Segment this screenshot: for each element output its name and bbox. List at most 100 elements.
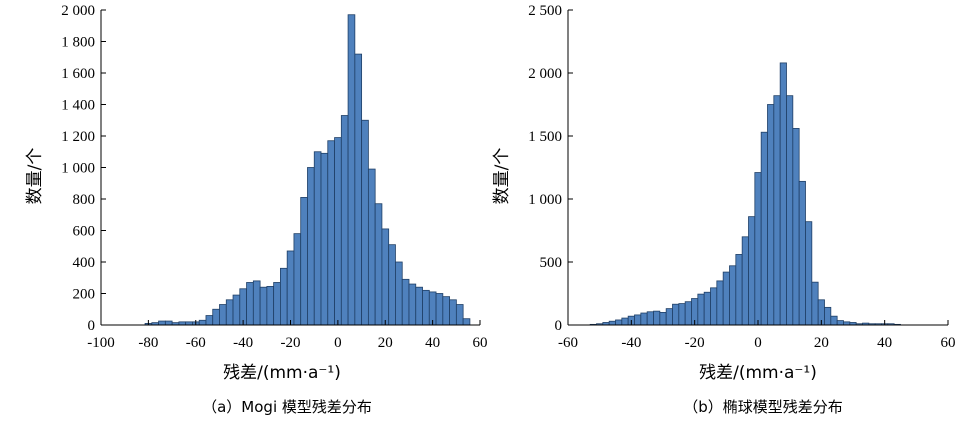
- panel-a-bar: [212, 308, 220, 326]
- panel-b-bar: [798, 180, 806, 326]
- panel-a-bar: [327, 140, 335, 326]
- panel-a-y-tick-label: 1 200: [61, 129, 95, 145]
- panel-b-bar: [608, 320, 616, 326]
- panel-a-y-tick-label: 1 400: [61, 98, 95, 114]
- panel-b-bar: [773, 95, 781, 326]
- panel-b-x-tick-label: 20: [814, 335, 829, 351]
- panel-b-y-ticks: 0 500 1 000 1 500 2 000 2 500: [528, 3, 573, 334]
- panel-b-x-ticks: -60 -40 -20 0 20 40 60: [558, 320, 956, 351]
- panel-a-bar: [225, 299, 234, 326]
- panel-b-bar: [640, 312, 648, 326]
- panel-b-x-tick-label: -20: [685, 335, 705, 351]
- panel-b-y-axis-title: 数量/个: [492, 148, 512, 205]
- panel-b-bar: [767, 104, 775, 326]
- panel-a-histogram: -100 -80 -60 -40 -20 0 20 40 60 0 200 400 600 800 1 0…: [25, 3, 488, 416]
- panel-a-bar: [455, 304, 464, 326]
- panel-b-bar: [653, 310, 661, 326]
- panel-b-bar: [754, 172, 762, 326]
- panel-a-bar: [205, 315, 214, 326]
- panel-a-y-tick-label: 1 000: [61, 161, 95, 177]
- panel-a-x-tick-label: -20: [281, 335, 301, 351]
- panel-a-bar: [158, 320, 166, 326]
- panel-a-bar: [442, 296, 450, 326]
- panel-a-bars: [144, 14, 471, 326]
- panel-a-y-tick-label: 2 000: [61, 3, 95, 19]
- panel-a-bar: [259, 286, 268, 326]
- panel-b-bar: [786, 95, 794, 326]
- panel-b-bar: [716, 280, 724, 326]
- panel-a-bar: [300, 197, 308, 326]
- panel-a-bar: [307, 167, 315, 326]
- panel-b-bar: [615, 319, 623, 326]
- panel-a-bar: [219, 304, 227, 326]
- panel-b-bar: [621, 317, 629, 326]
- panel-a-bar: [313, 151, 322, 326]
- panel-b-bar: [830, 315, 838, 326]
- panel-b-x-tick-label: 0: [754, 335, 762, 351]
- panel-a-bar: [232, 294, 241, 326]
- panel-a-y-ticks: 0 200 400 600 800 1 000 1 200 1 400 1 600 1 800 2 …: [61, 3, 106, 334]
- panel-a-bar: [422, 289, 430, 326]
- panel-b-x-tick-label: -40: [621, 335, 641, 351]
- panel-a-x-tick-label: 0: [334, 335, 342, 351]
- panel-b-bar: [811, 281, 819, 326]
- panel-b-y-tick-label: 2 000: [528, 66, 562, 82]
- panel-a-bar: [266, 286, 275, 326]
- panel-b-bar: [824, 306, 832, 326]
- panel-b-x-axis-title: 残差/(mm·a⁻¹): [699, 363, 817, 383]
- panel-a-bar: [340, 115, 349, 326]
- panel-a-bar: [401, 278, 410, 326]
- panel-a-x-tick-label: 40: [425, 335, 440, 351]
- panel-b-y-tick-label: 500: [540, 255, 563, 271]
- panel-a-bar: [198, 319, 207, 326]
- panel-a-bar: [280, 267, 288, 326]
- panel-b-bar: [659, 311, 667, 326]
- panel-b-bar: [792, 128, 800, 326]
- panel-b-bar: [748, 216, 756, 326]
- panel-b-histogram: -60 -40 -20 0 20 40 60 0 500 1 000 1 500 2 000 2 50…: [492, 3, 956, 416]
- panel-a-bar: [286, 250, 295, 326]
- panel-b-y-tick-label: 2 500: [528, 3, 562, 19]
- panel-b-y-tick-label: 1 500: [528, 129, 562, 145]
- panel-b-y-tick-label: 1 000: [528, 192, 562, 208]
- panel-a-y-tick-label: 200: [73, 287, 96, 303]
- panel-a-y-tick-label: 1 600: [61, 66, 95, 82]
- panel-a-bar: [449, 299, 457, 326]
- panel-a-bar: [415, 286, 423, 326]
- panel-a-bar: [320, 152, 329, 326]
- panel-b-x-tick-label: 40: [877, 335, 892, 351]
- panel-b-y-tick-label: 0: [555, 318, 563, 334]
- panel-a-bar: [239, 288, 247, 326]
- panel-b-bar: [760, 131, 768, 326]
- panel-a-caption: （a）Mogi 模型残差分布: [202, 398, 372, 416]
- panel-b-bar: [665, 308, 673, 326]
- panel-a-bar: [273, 282, 281, 326]
- panel-a-x-tick-label: 20: [378, 335, 393, 351]
- panel-a-x-tick-label: -100: [87, 335, 115, 351]
- panel-b-bar: [779, 62, 787, 326]
- panel-b-x-tick-label: 60: [941, 335, 956, 351]
- panel-a-bar: [334, 137, 342, 326]
- panel-a-x-ticks: -100 -80 -60 -40 -20 0 20 40 60: [87, 320, 488, 351]
- panel-a-bar: [395, 261, 403, 326]
- panel-a-y-tick-label: 0: [88, 318, 96, 334]
- panel-a-x-tick-label: -80: [138, 335, 158, 351]
- panel-a-y-axis-title: 数量/个: [25, 148, 45, 205]
- panel-a-bar: [381, 228, 390, 326]
- panel-a-bar: [293, 233, 302, 326]
- panel-a-y-tick-label: 600: [73, 224, 96, 240]
- panel-a-y-tick-label: 1 800: [61, 35, 95, 51]
- panel-a-x-tick-label: -60: [186, 335, 206, 351]
- panel-b-x-tick-label: -60: [558, 335, 578, 351]
- panel-a-bar: [408, 283, 417, 326]
- panel-a-y-tick-label: 400: [73, 255, 96, 271]
- panel-a-bar: [246, 282, 254, 326]
- panel-b-bar: [710, 287, 718, 326]
- panel-b-bar: [735, 254, 743, 326]
- panel-a-bar: [435, 293, 444, 326]
- panel-b-bar: [741, 236, 749, 326]
- panel-a-bar: [347, 14, 356, 326]
- panel-b-bar: [722, 271, 730, 326]
- panel-a-bar: [252, 280, 261, 326]
- panel-b-bar: [697, 293, 705, 326]
